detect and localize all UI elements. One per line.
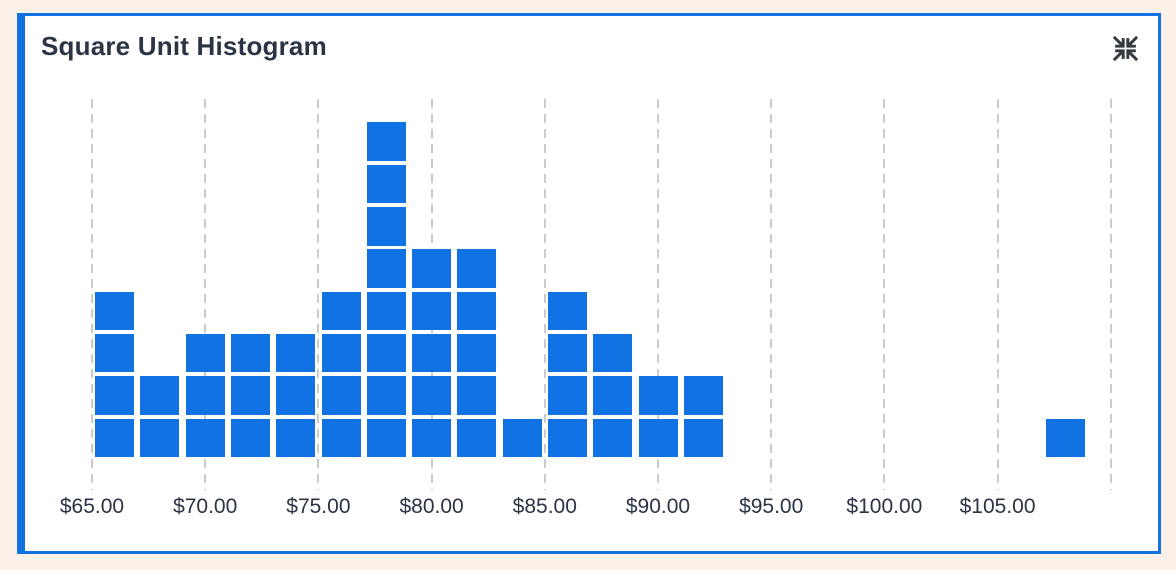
unit-square[interactable] <box>321 376 361 415</box>
unit-square[interactable] <box>276 418 316 457</box>
collapse-button[interactable] <box>1108 33 1142 67</box>
unit-square[interactable] <box>593 418 633 457</box>
unit-square[interactable] <box>412 333 452 373</box>
unit-square[interactable] <box>547 291 587 331</box>
unit-square[interactable] <box>321 333 361 373</box>
unit-square[interactable] <box>457 333 497 373</box>
gridline <box>204 99 207 490</box>
unit-square[interactable] <box>95 291 135 331</box>
unit-square[interactable] <box>321 291 361 331</box>
unit-square[interactable] <box>638 376 678 415</box>
unit-square[interactable] <box>185 418 225 457</box>
gridline <box>91 99 93 490</box>
x-tick-label: $95.00 <box>739 495 804 518</box>
unit-square[interactable] <box>230 333 270 373</box>
unit-square[interactable] <box>276 376 316 415</box>
unit-square[interactable] <box>547 376 587 415</box>
unit-square[interactable] <box>95 418 135 457</box>
unit-square[interactable] <box>457 376 497 415</box>
unit-square[interactable] <box>366 376 406 415</box>
unit-square[interactable] <box>547 418 587 457</box>
gridline <box>657 99 659 490</box>
unit-square[interactable] <box>140 418 180 457</box>
unit-square[interactable] <box>366 122 406 161</box>
collapse-icon <box>1110 33 1141 67</box>
unit-square[interactable] <box>683 418 723 457</box>
unit-square[interactable] <box>321 418 361 457</box>
unit-square[interactable] <box>1046 418 1086 457</box>
unit-square[interactable] <box>366 207 406 246</box>
unit-square[interactable] <box>593 376 633 415</box>
unit-square[interactable] <box>457 291 497 331</box>
x-tick-label: $100.00 <box>846 495 923 518</box>
unit-square[interactable] <box>230 418 270 457</box>
unit-square[interactable] <box>185 333 225 373</box>
x-tick-label: $90.00 <box>625 495 691 518</box>
unit-square[interactable] <box>366 249 406 288</box>
x-tick-label: $75.00 <box>286 495 351 518</box>
gridline <box>883 99 886 490</box>
gridline <box>996 99 999 490</box>
unit-square[interactable] <box>547 333 587 373</box>
unit-square[interactable] <box>457 249 497 288</box>
unit-square[interactable] <box>638 418 678 457</box>
unit-square[interactable] <box>366 333 406 373</box>
unit-square[interactable] <box>412 376 452 415</box>
unit-square[interactable] <box>683 376 723 415</box>
unit-square[interactable] <box>593 333 633 373</box>
unit-square[interactable] <box>412 291 452 331</box>
unit-square[interactable] <box>412 418 452 457</box>
unit-square[interactable] <box>140 376 180 415</box>
x-tick-label: $80.00 <box>399 495 464 518</box>
gridline <box>770 99 773 490</box>
unit-square[interactable] <box>185 376 225 415</box>
unit-square[interactable] <box>366 291 406 331</box>
unit-square[interactable] <box>366 418 406 457</box>
unit-square[interactable] <box>276 333 316 373</box>
unit-square[interactable] <box>412 249 452 288</box>
unit-square[interactable] <box>230 376 270 415</box>
unit-square[interactable] <box>95 333 135 373</box>
chart-card: Square Unit Histogram <box>17 13 1161 554</box>
x-tick-label: $65.00 <box>59 495 125 518</box>
gridline <box>1109 99 1112 490</box>
gridline <box>317 99 320 490</box>
x-tick-label: $105.00 <box>959 495 1036 518</box>
chart-title: Square Unit Histogram <box>41 31 327 61</box>
x-tick-label: $85.00 <box>512 495 577 518</box>
unit-square[interactable] <box>457 418 497 457</box>
x-tick-label: $70.00 <box>173 495 238 518</box>
unit-square[interactable] <box>95 376 135 415</box>
unit-square[interactable] <box>502 418 542 457</box>
gridline <box>543 99 546 490</box>
unit-square[interactable] <box>366 164 406 204</box>
